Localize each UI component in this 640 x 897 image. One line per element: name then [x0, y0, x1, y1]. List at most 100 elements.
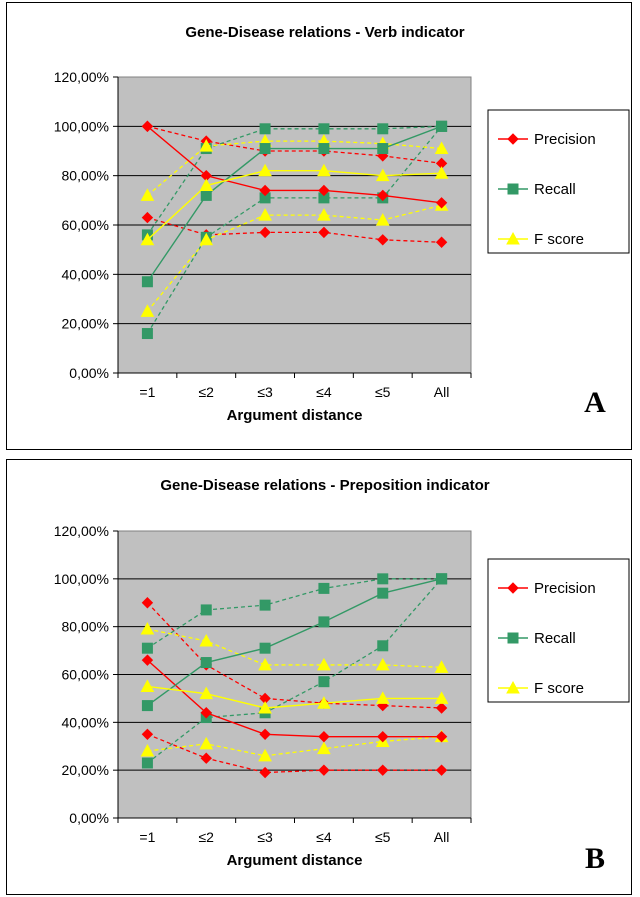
legend-marker-recall — [507, 632, 519, 644]
series-f-score-point — [140, 679, 155, 692]
series-recall-point — [200, 657, 212, 669]
y-tick-label: 80,00% — [62, 168, 109, 184]
legend — [487, 558, 630, 703]
legend-marker-f-score — [506, 680, 520, 694]
series-f-score-point — [317, 696, 331, 709]
series-recall-point — [318, 616, 330, 628]
x-tick-label: ≤3 — [257, 829, 273, 845]
series-recall-lower-line — [147, 578, 443, 764]
x-tick-label: ≤2 — [199, 829, 215, 845]
x-tick-label: ≤4 — [316, 384, 332, 400]
legend-label-precision: Precision — [534, 131, 596, 148]
series-f-score-point — [434, 166, 449, 179]
chart-a-svg: Gene-Disease relations - Verb indicator 0… — [54, 24, 630, 424]
series-precision-point — [318, 730, 330, 743]
series-precision-lower-point — [318, 764, 330, 776]
series-recall-upper-point — [318, 123, 330, 135]
series-recall-upper-point — [318, 582, 330, 594]
series-precision-point — [377, 189, 389, 202]
chart-panel-b: Gene-Disease relations - Preposition ind… — [6, 459, 632, 895]
y-tick-label: 80,00% — [62, 619, 109, 635]
y-tick-label: 100,00% — [54, 118, 109, 134]
series-f-score-point — [317, 163, 331, 177]
x-tick-label: All — [434, 829, 450, 845]
chart-title: Gene-Disease relations - Preposition ind… — [160, 477, 489, 494]
series-precision-point — [435, 730, 448, 743]
series-precision-upper-point — [435, 702, 448, 714]
series-f-score-point — [199, 686, 214, 700]
series-recall-point — [200, 189, 212, 201]
series-f-score-upper-line — [147, 628, 442, 668]
series-recall-upper-point — [377, 123, 389, 135]
series-f-score-upper-point — [199, 139, 214, 152]
series-f-score-lower-point — [199, 232, 214, 246]
series-precision-point — [377, 730, 389, 743]
series-f-score-lower-point — [375, 213, 390, 226]
series-precision-upper-line — [147, 125, 442, 164]
series-recall-lower-point — [141, 328, 153, 340]
y-tick-label: 40,00% — [62, 714, 109, 730]
series-recall-point — [377, 587, 389, 599]
series-recall-line — [146, 125, 442, 283]
chart-title: Gene-Disease relations - Verb indicator — [185, 24, 464, 41]
series-recall-upper-point — [259, 599, 271, 611]
chart-panel-a: Gene-Disease relations - Verb indicator 0… — [6, 2, 632, 450]
series-f-score-upper-line — [146, 140, 442, 196]
legend-label-recall: Recall — [534, 630, 576, 647]
series-precision-point — [259, 184, 271, 197]
legend-marker-f-score — [506, 231, 520, 245]
series-f-score-point — [434, 691, 449, 704]
series-recall-upper-point — [259, 123, 271, 135]
x-axis-label: Argument distance — [227, 407, 363, 424]
series-f-score-upper-point — [317, 657, 331, 671]
y-tick-label: 100,00% — [54, 571, 109, 587]
series-f-score-upper-point — [434, 660, 449, 673]
x-axis-label: Argument distance — [227, 852, 363, 869]
series-f-score-lower-point — [317, 741, 331, 755]
series-recall-point — [436, 573, 448, 585]
series-recall-lower-point — [141, 757, 153, 769]
legend-label-f-score: F score — [534, 231, 584, 248]
y-tick-label: 60,00% — [62, 667, 109, 683]
series-precision-lower-point — [200, 752, 212, 764]
y-tick-label: 40,00% — [62, 266, 109, 282]
series-recall-point — [318, 143, 330, 155]
series-recall-point — [141, 276, 153, 288]
legend-marker-precision — [507, 133, 519, 145]
x-tick-label: =1 — [139, 829, 155, 845]
series-f-score-upper-point — [199, 633, 214, 647]
series-recall-point — [259, 143, 271, 155]
series-precision-line — [146, 659, 442, 738]
series-recall-upper-line — [147, 578, 442, 649]
series-precision-point — [435, 197, 448, 209]
series-precision-lower-point — [377, 764, 389, 776]
series-precision-lower-point — [377, 234, 389, 246]
series-f-score-lower-line — [147, 736, 442, 757]
legend-label-recall: Recall — [534, 181, 576, 198]
series-f-score-lower-point — [140, 743, 155, 757]
series-precision-lower-point — [259, 766, 271, 779]
x-tick-label: =1 — [139, 384, 155, 400]
legend-marker-precision — [507, 582, 519, 594]
series-precision-upper-point — [377, 150, 389, 162]
x-tick-label: ≤5 — [375, 384, 391, 400]
series-precision-point — [200, 707, 212, 719]
legend — [487, 109, 630, 254]
series-precision-lower-point — [141, 728, 154, 740]
series-precision-upper-point — [141, 597, 154, 609]
series-precision-point — [141, 120, 154, 133]
series-f-score-line — [147, 685, 442, 709]
series-recall-point — [141, 700, 153, 712]
series-recall-point — [377, 143, 389, 155]
series-f-score-upper-point — [140, 188, 155, 201]
series-f-score-point — [140, 232, 155, 246]
x-tick-label: ≤5 — [375, 829, 391, 845]
series-f-score-lower-point — [258, 748, 272, 762]
series-precision-lower-line — [147, 216, 442, 243]
series-f-score-upper-point — [375, 657, 390, 671]
series-recall-upper-point — [141, 642, 153, 654]
series-f-score-point — [258, 163, 272, 177]
y-tick-label: 60,00% — [62, 217, 109, 233]
chart-b-svg: Gene-Disease relations - Preposition ind… — [54, 477, 630, 875]
series-f-score-lower-point — [317, 208, 331, 221]
